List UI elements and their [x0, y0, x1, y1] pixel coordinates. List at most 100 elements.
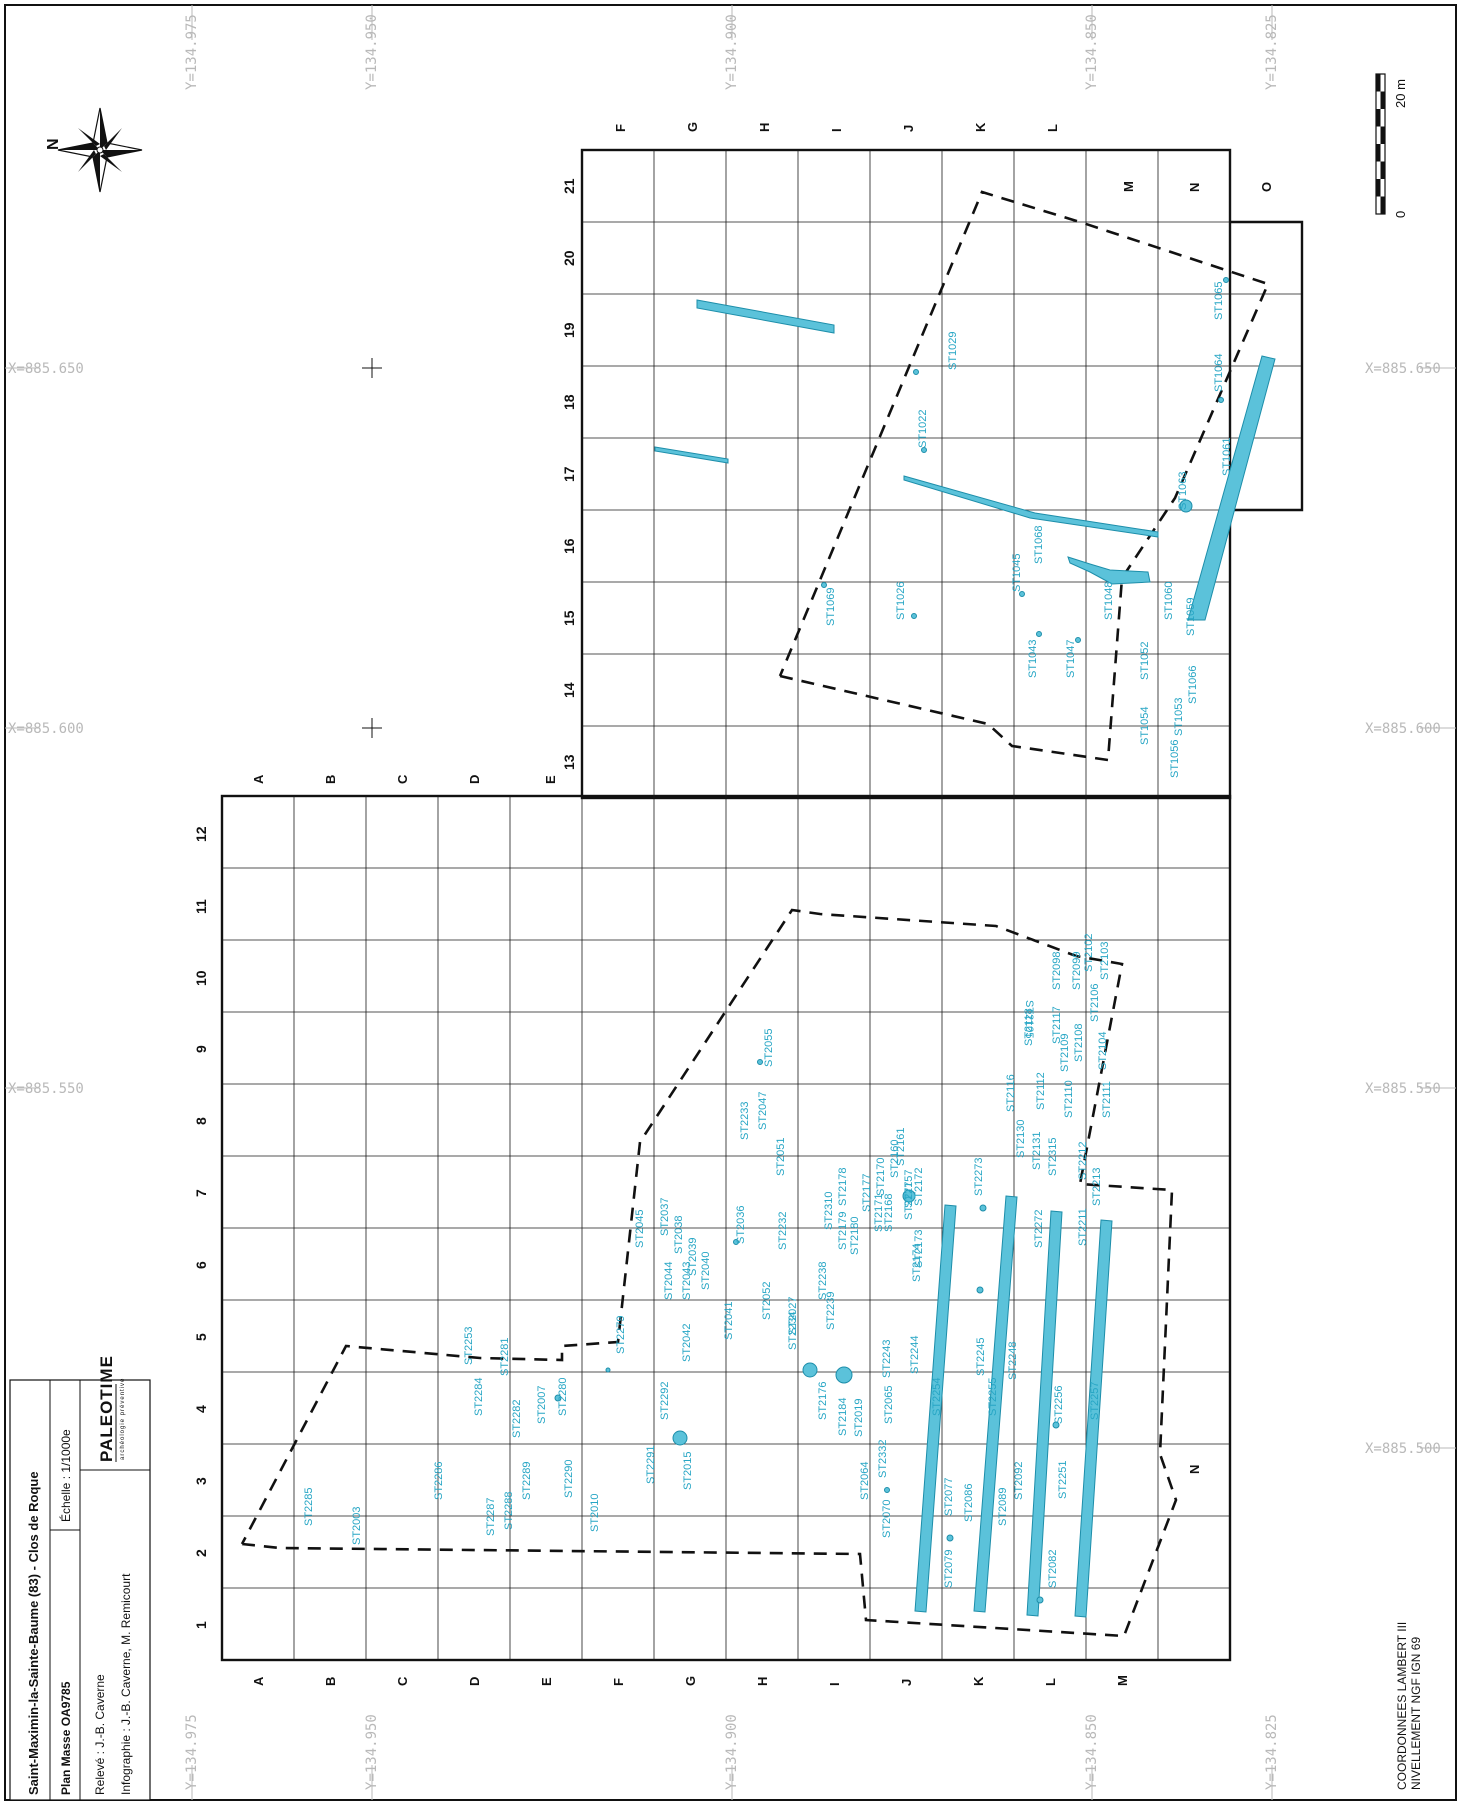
coordinate-crosses — [362, 358, 382, 738]
grid-row-label: A — [251, 1676, 266, 1686]
feature-label: ST2171 — [873, 1193, 885, 1232]
pits — [554, 277, 1229, 1604]
feature-label: ST1061 — [1221, 437, 1233, 476]
feature-label: ST2045 — [634, 1209, 646, 1248]
title-releve: Relevé : J.-B. Caverne — [93, 1674, 107, 1795]
grid-row-label: O — [1259, 182, 1274, 192]
feature-label: ST1066 — [1187, 665, 1199, 704]
paleotime-logo: PALEOTIME archéologie préventive — [97, 1355, 126, 1462]
feature-label: ST2102 — [1083, 933, 1095, 972]
grid-col-label: 14 — [561, 682, 577, 698]
feature-label: ST1068 — [1033, 525, 1045, 564]
south-grid-row-labels-top: A B C D E N — [251, 774, 1202, 1474]
coord-x-label: X=885.550 — [1365, 1081, 1441, 1097]
feature-label: ST1048 — [1103, 581, 1115, 620]
feature-label: ST2092 — [1013, 1461, 1025, 1500]
logo-main: PALEOTIME — [97, 1355, 116, 1462]
feature-label: ST2027 — [787, 1296, 799, 1335]
grid-row-label: G — [685, 122, 700, 132]
map-frame — [4, 4, 1457, 1801]
grid-row-label: B — [323, 775, 338, 784]
grid-row-label: C — [395, 1676, 410, 1686]
feature-label: ST2177 — [861, 1173, 873, 1212]
feature-label: ST1053 — [1173, 697, 1185, 736]
coord-y-label: Y=134.950 — [364, 1714, 380, 1790]
feature-label: ST2111 — [1101, 1081, 1113, 1118]
feature-label: ST2157 — [903, 1169, 915, 1208]
grid-row-label: H — [757, 123, 772, 132]
feature-label: ST2287 — [485, 1497, 497, 1536]
grid-col-label: 2 — [193, 1549, 209, 1557]
feature-label: ST2064 — [859, 1461, 871, 1500]
feature-label: ST2110 — [1063, 1080, 1075, 1118]
feature-label: ST2213 — [1091, 1167, 1103, 1206]
coord-x-label: X=885.500 — [1365, 1441, 1441, 1457]
logo-sub: archéologie préventive — [120, 1378, 126, 1460]
coord-x-label: X=885.650 — [1365, 361, 1441, 377]
coord-y-label: Y=134.825 — [1264, 1714, 1280, 1790]
coord-system-line2: NIVELLEMENT NGF IGN 69 — [1409, 1637, 1423, 1790]
grid-col-label: 13 — [561, 754, 577, 770]
feature-label: ST2172 — [913, 1167, 925, 1206]
feature-label: ST2042 — [681, 1323, 693, 1362]
feature-label: ST1063 — [1177, 471, 1189, 510]
feature-label: ST2052 — [761, 1281, 773, 1320]
feature-label: ST2248 — [1007, 1341, 1019, 1380]
feature-label: ST2108 — [1073, 1023, 1085, 1062]
coord-y-label: Y=134.950 — [364, 14, 380, 90]
feature-label: ST2310 — [823, 1191, 835, 1230]
feature-label: ST2130 — [1015, 1119, 1027, 1158]
feature-label: ST1069 — [825, 587, 837, 626]
title-scale: Échelle : 1/1000e — [58, 1429, 73, 1522]
north-grid — [580, 148, 1304, 800]
scale-bar — [1375, 73, 1386, 215]
feature-label: ST2106 — [1089, 983, 1101, 1022]
feature-label: ST2160 — [889, 1139, 901, 1178]
feature-label: ST2291 — [645, 1445, 657, 1484]
grid-row-label: J — [901, 125, 916, 132]
grid-col-label: 12 — [193, 826, 209, 842]
grid-col-label: 16 — [561, 538, 577, 554]
grid-col-label: 10 — [193, 970, 209, 986]
feature-label: ST2251 — [1057, 1460, 1069, 1499]
grid-col-label: 21 — [561, 178, 577, 194]
grid-row-label: L — [1043, 1678, 1058, 1686]
feature-label: ST2277 — [903, 1181, 915, 1220]
feature-label: ST2254 — [931, 1377, 943, 1416]
feature-label: ST2282 — [511, 1399, 523, 1438]
feature-label: ST2174 — [911, 1243, 923, 1282]
coord-y-label: Y=134.850 — [1084, 1714, 1100, 1790]
feature-label: ST1047 — [1065, 639, 1077, 678]
feature-label: ST1065 — [1213, 281, 1225, 320]
feature-label: ST2051 — [775, 1137, 787, 1176]
grid-col-label: 15 — [561, 610, 577, 626]
grid-col-label: 20 — [561, 250, 577, 266]
feature-label: ST2044 — [663, 1261, 675, 1300]
coord-y-label: Y=134.975 — [184, 14, 200, 90]
feature-label: ST2038 — [673, 1215, 685, 1254]
grid-row-label: N — [1187, 1465, 1202, 1474]
feature-label: ST2290 — [563, 1459, 575, 1498]
feature-label: ST2234 — [787, 1311, 799, 1350]
coord-y-label: Y=134.825 — [1264, 14, 1280, 90]
feature-label: ST2176 — [817, 1381, 829, 1420]
feature-label: ST2238 — [817, 1261, 829, 1300]
feature-label: ST2109 — [1059, 1033, 1071, 1072]
feature-label: ST2288 — [503, 1491, 515, 1530]
feature-label: ST2232 — [777, 1211, 789, 1250]
feature-label: ST1060 — [1163, 581, 1175, 620]
feature-label: ST2168 — [883, 1193, 895, 1232]
feature-label: ST2279 — [615, 1315, 627, 1354]
feature-label: ST2003 — [351, 1506, 363, 1545]
grid-row-label: D — [467, 1677, 482, 1686]
feature-label: ST2007 — [536, 1385, 548, 1424]
coord-y-label: Y=134.850 — [1084, 14, 1100, 90]
grid-row-label: C — [395, 774, 410, 784]
title-block — [9, 1379, 151, 1801]
feature-label: ST2243 — [881, 1339, 893, 1378]
coordinate-ticks — [5, 5, 1456, 1800]
grid-row-label: K — [973, 122, 988, 132]
feature-label: ST2019 — [853, 1398, 865, 1437]
feature-label: ST2184 — [837, 1397, 849, 1436]
